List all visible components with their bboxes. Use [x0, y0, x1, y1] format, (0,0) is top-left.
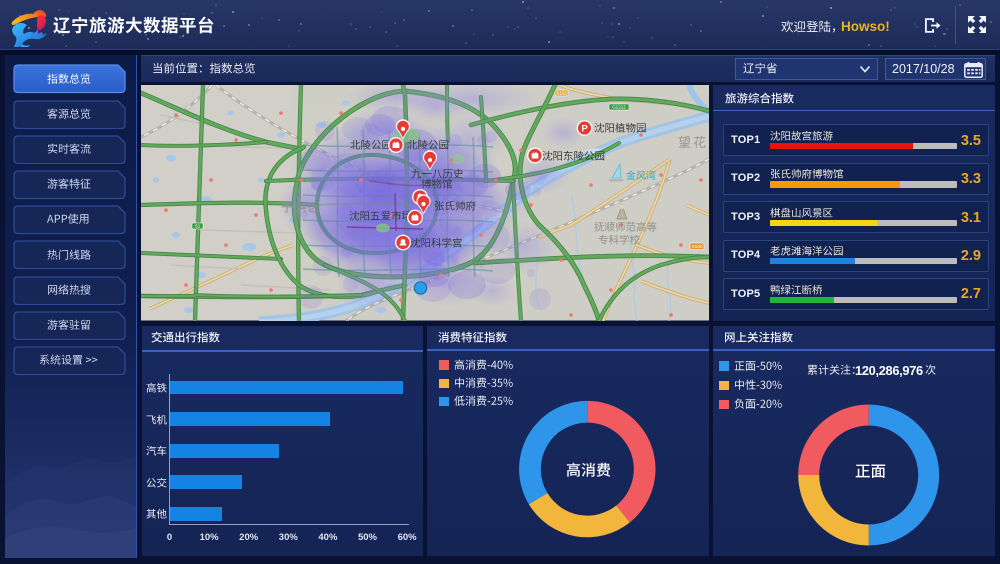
svg-text:S1: S1: [195, 224, 201, 229]
svg-text:S102: S102: [556, 91, 567, 96]
svg-text:P: P: [581, 123, 588, 134]
svg-text:G1212: G1212: [612, 105, 626, 110]
svg-text:S104: S104: [692, 244, 703, 249]
